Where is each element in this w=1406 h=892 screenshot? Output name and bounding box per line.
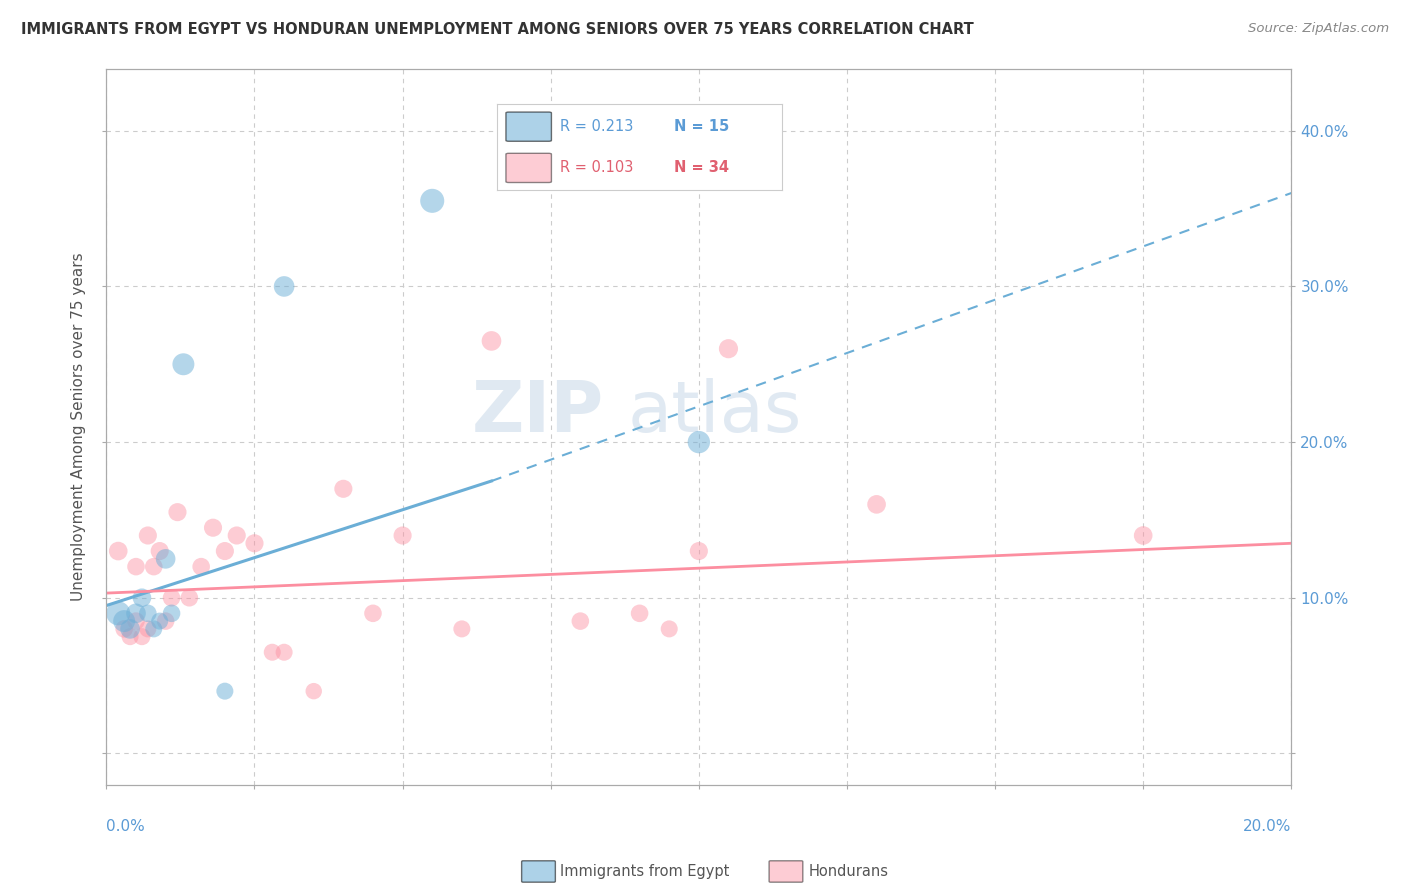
Point [658,622,681,636]
Point [131,591,153,605]
Point [717,342,740,356]
Point [391,528,413,542]
Point [120,630,142,644]
Point [302,684,325,698]
Point [155,614,177,628]
Point [262,645,284,659]
Point [112,614,135,628]
Point [628,607,651,621]
Point [688,435,710,450]
Point [214,544,236,558]
Text: 0.0%: 0.0% [107,819,145,834]
Text: IMMIGRANTS FROM EGYPT VS HONDURAN UNEMPLOYMENT AMONG SENIORS OVER 75 YEARS CORRE: IMMIGRANTS FROM EGYPT VS HONDURAN UNEMPL… [21,22,974,37]
Y-axis label: Unemployment Among Seniors over 75 years: Unemployment Among Seniors over 75 years [72,252,86,601]
Point [225,528,247,542]
Point [107,544,129,558]
Point [273,645,295,659]
Point [172,357,194,371]
Point [332,482,354,496]
Point [273,279,295,293]
Point [361,607,384,621]
Point [190,559,212,574]
Point [149,614,172,628]
Point [166,505,188,519]
Point [125,614,148,628]
Text: Immigrants from Egypt: Immigrants from Egypt [560,864,728,879]
Point [1132,528,1154,542]
Point [142,622,165,636]
Point [136,528,159,542]
Point [865,497,887,511]
Point [112,622,135,636]
Point [688,544,710,558]
Point [569,614,592,628]
Point [420,194,443,208]
Point [125,607,148,621]
Point [142,559,165,574]
Text: Source: ZipAtlas.com: Source: ZipAtlas.com [1249,22,1389,36]
Point [481,334,503,348]
Point [160,591,183,605]
Text: atlas: atlas [627,377,801,447]
Point [214,684,236,698]
Text: 20.0%: 20.0% [1243,819,1291,834]
Point [136,622,159,636]
Text: Hondurans: Hondurans [808,864,889,879]
Point [160,607,183,621]
Point [179,591,201,605]
Point [149,544,172,558]
Point [107,607,129,621]
Point [155,552,177,566]
Point [202,521,225,535]
Point [136,607,159,621]
Point [120,622,142,636]
Point [125,559,148,574]
Point [243,536,266,550]
Text: ZIP: ZIP [472,377,605,447]
Point [131,630,153,644]
Point [450,622,472,636]
